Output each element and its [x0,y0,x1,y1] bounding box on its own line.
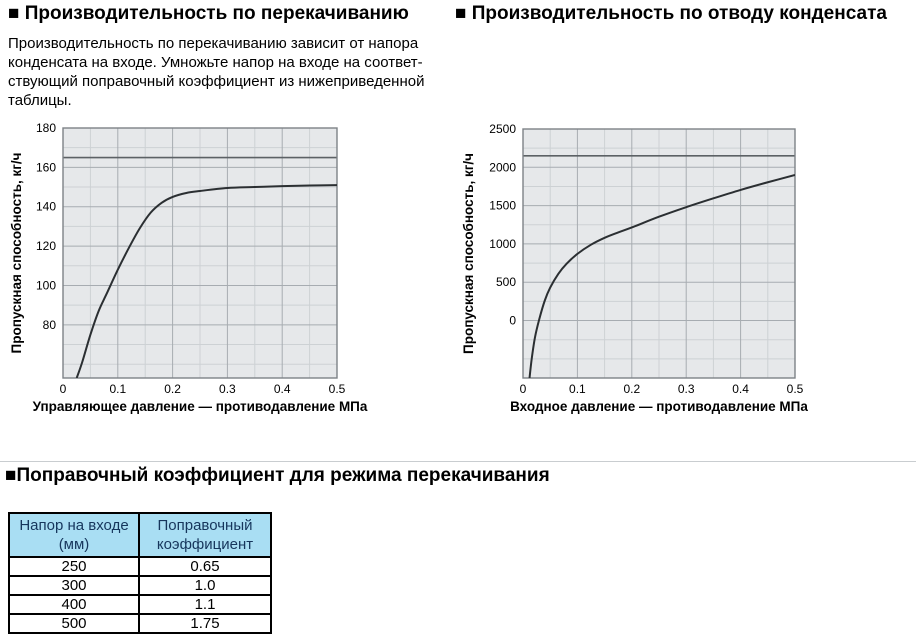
header-correction-factor: Поправочный коэффициент [138,512,272,558]
y-tick-label: 120 [36,239,56,253]
capacity-curve [75,184,337,378]
plot-border [62,127,338,379]
x-tick-label: 0.5 [329,382,346,396]
correction-factor-table: Напор на входе (мм) Поправочный коэффици… [8,512,272,634]
y-axis-title: Пропускная способность, кг/ч [461,153,476,354]
y-tick-label: 2500 [489,122,516,136]
table-header: Напор на входе (мм) Поправочный коэффици… [8,512,272,558]
table-row: 400 1.1 [8,594,272,615]
plot-border [522,128,796,379]
table-header-row: Напор на входе (мм) Поправочный коэффици… [8,512,272,558]
section-divider [0,461,916,462]
pumping-description: Производительность по перекачиванию зави… [8,35,425,109]
table-cell: 1.75 [138,613,272,634]
y-tick-label: 0 [509,314,516,328]
x-tick-label: 0.2 [164,382,181,396]
y-tick-label: 500 [496,275,516,289]
table-row: 300 1.0 [8,575,272,596]
table-cell: 500 [8,613,140,634]
x-axis-title: Управляющее давление — противодавление М… [33,399,368,414]
y-tick-label: 80 [43,318,57,332]
correction-table-body: 250 0.65 300 1.0 400 1.1 500 1.75 [8,556,272,634]
header-inlet-head: Напор на входе (мм) [8,512,140,558]
condensate-capacity-heading: ■ Производительность по отводу конденсат… [455,3,887,24]
x-tick-label: 0 [60,382,67,396]
pumping-capacity-heading: ■ Производительность по перекачиванию [8,3,409,24]
table-cell: 0.65 [138,556,272,577]
table-row: 250 0.65 [8,556,272,577]
x-tick-label: 0.2 [623,382,640,396]
y-tick-label: 2000 [489,160,516,174]
y-tick-label: 140 [36,200,56,214]
condensate-capacity-chart: 0 500 1000 1500 2000 2500 0 0.1 0.2 0.3 0.4 0.5 Проп… [461,122,808,414]
correction-factor-heading: ■Поправочный коэффициент для режима пере… [5,465,550,486]
x-tick-label: 0.1 [109,382,126,396]
y-axis-title: Пропускная способность, кг/ч [9,152,24,353]
table-cell: 1.0 [138,575,272,596]
table-cell: 1.1 [138,594,272,615]
y-tick-label: 1000 [489,237,516,251]
x-tick-label: 0 [520,382,527,396]
x-axis-title: Входное давление — противодавление МПа [510,399,808,414]
table-cell: 300 [8,575,140,596]
y-tick-label: 1500 [489,199,516,213]
x-tick-label: 0.3 [678,382,695,396]
x-tick-label: 0.4 [732,382,749,396]
y-tick-label: 180 [36,121,56,135]
x-tick-label: 0.5 [787,382,804,396]
capacity-curve [528,174,795,378]
y-tick-label: 100 [36,278,56,292]
table-cell: 250 [8,556,140,577]
y-tick-label: 160 [36,160,56,174]
table-cell: 400 [8,594,140,615]
x-tick-label: 0.3 [219,382,236,396]
x-tick-label: 0.4 [274,382,291,396]
table-row: 500 1.75 [8,613,272,634]
pumping-capacity-chart: 80 100 120 140 160 180 0 0.1 0.2 0.3 0.4 0.5 Пропуск… [9,121,368,414]
x-tick-label: 0.1 [569,382,586,396]
